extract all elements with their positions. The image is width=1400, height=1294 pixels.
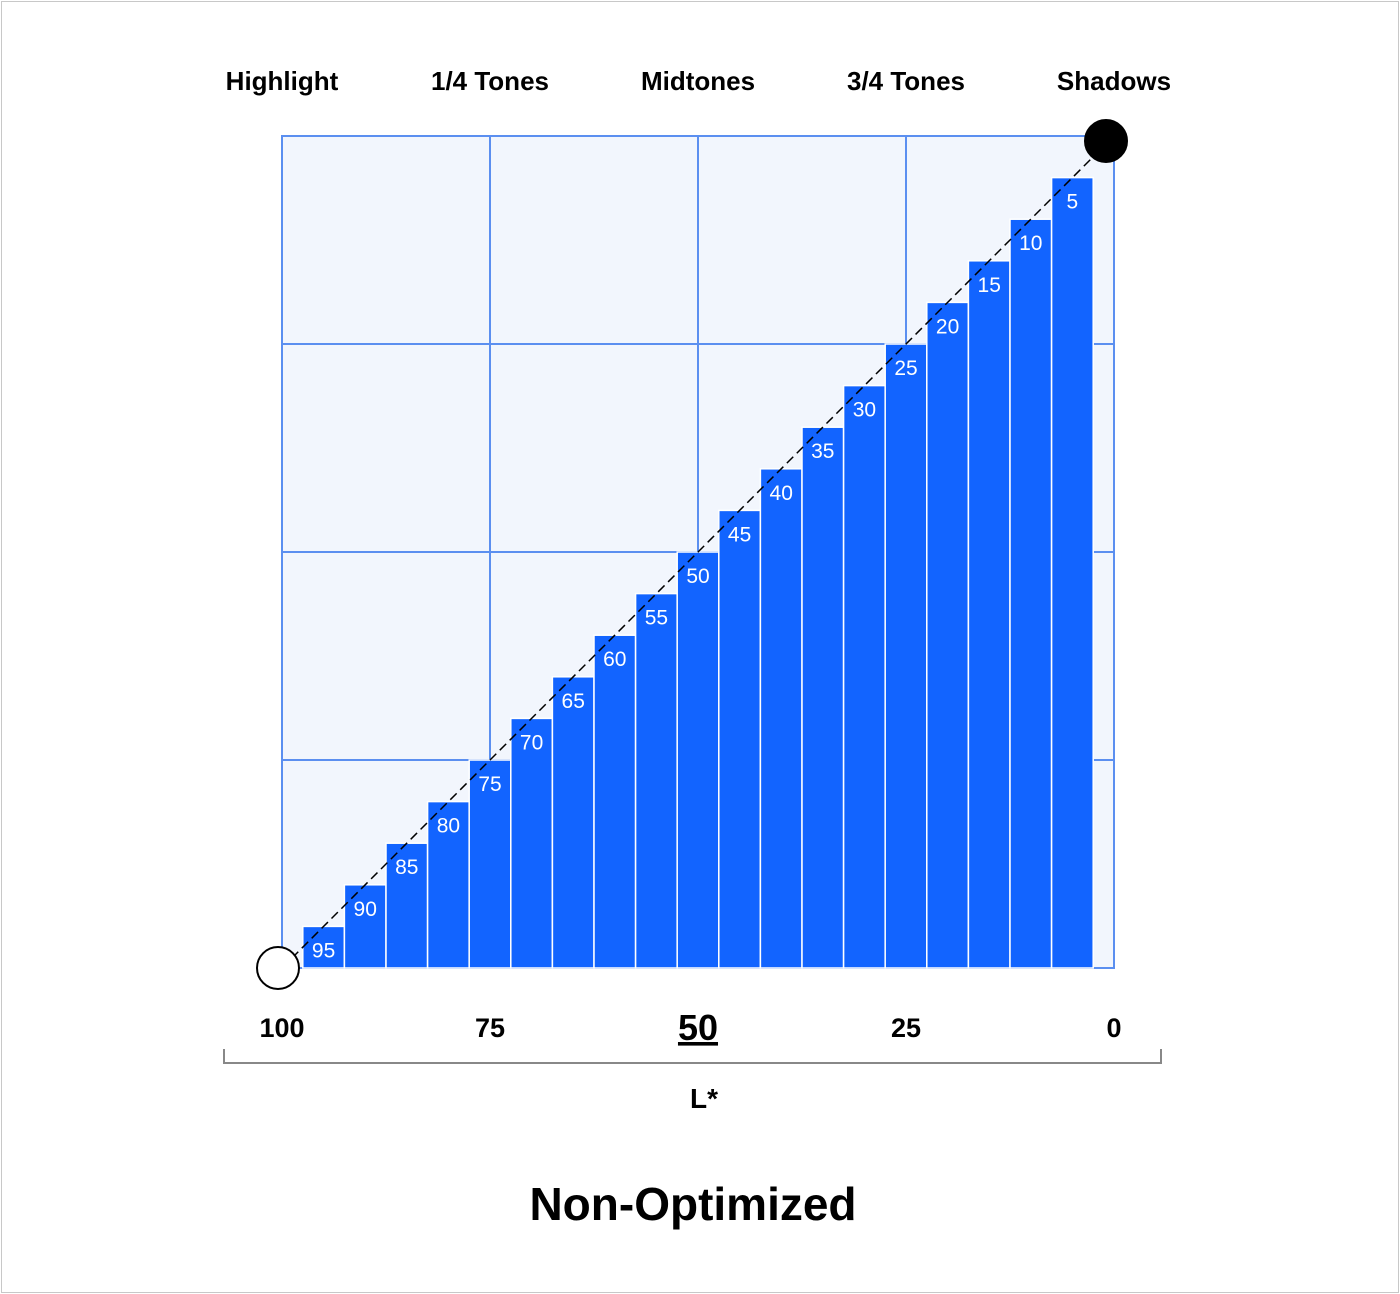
bar-value-label: 60 [603,648,626,671]
bar-value-label: 40 [770,482,793,505]
bar [593,634,637,969]
bar-value-label: 80 [437,815,460,838]
bar-value-label: 65 [562,690,585,713]
x-tick-label: 75 [475,1013,505,1043]
bar [884,343,928,969]
x-tick-label: 25 [891,1013,921,1043]
black-point-marker [1084,119,1128,163]
bar-value-label: 95 [312,939,335,962]
bar-value-label: 45 [728,523,751,546]
bar [634,592,678,969]
diagonal-reference-line [281,135,1115,969]
white-point-marker [256,946,300,990]
bar [842,384,886,969]
bar-labels: 95 90 85 80 75 70 65 60 55 50 45 40 35 30 25 20 15 10 5 [312,191,1078,963]
x-axis-label: L* [690,1083,718,1114]
bar-value-label: 70 [520,731,543,754]
bar [551,676,595,969]
bar [510,717,554,969]
bar [801,426,845,969]
zone-label: Shadows [1057,66,1171,96]
bar [759,468,803,969]
zone-labels: Highlight 1/4 Tones Midtones 3/4 Tones Shado… [226,66,1171,96]
bar [468,759,512,969]
bar-value-label: 25 [894,357,917,380]
zone-label: Midtones [641,66,755,96]
bar-value-label: 15 [978,274,1001,297]
zone-label: Highlight [226,66,339,96]
x-tick-label: 100 [259,1013,304,1043]
bar-value-label: 30 [853,399,876,422]
zone-label: 3/4 Tones [847,66,965,96]
bar [676,551,720,969]
x-tick-label: 50 [678,1007,718,1048]
bar [718,509,762,969]
bar-value-label: 5 [1067,191,1079,214]
bar-value-label: 10 [1019,232,1042,255]
bars [302,176,1094,969]
bar [426,800,470,969]
x-tick-labels: 100 75 50 25 0 [259,1007,1121,1048]
x-tick-label: 0 [1106,1013,1121,1043]
bar [967,260,1011,969]
bar-value-label: 75 [478,773,501,796]
bar [1009,218,1053,969]
bar-value-label: 90 [354,898,377,921]
bar-value-label: 20 [936,315,959,338]
x-axis-bracket [223,1049,1162,1064]
zone-label: 1/4 Tones [431,66,549,96]
bar [385,842,429,969]
bar-value-label: 35 [811,440,834,463]
chart-title: Non-Optimized [529,1178,856,1230]
bar-value-label: 85 [395,856,418,879]
bar-value-label: 55 [645,607,668,630]
bar [926,301,970,969]
bar [1050,176,1094,969]
bar-value-label: 50 [686,565,709,588]
